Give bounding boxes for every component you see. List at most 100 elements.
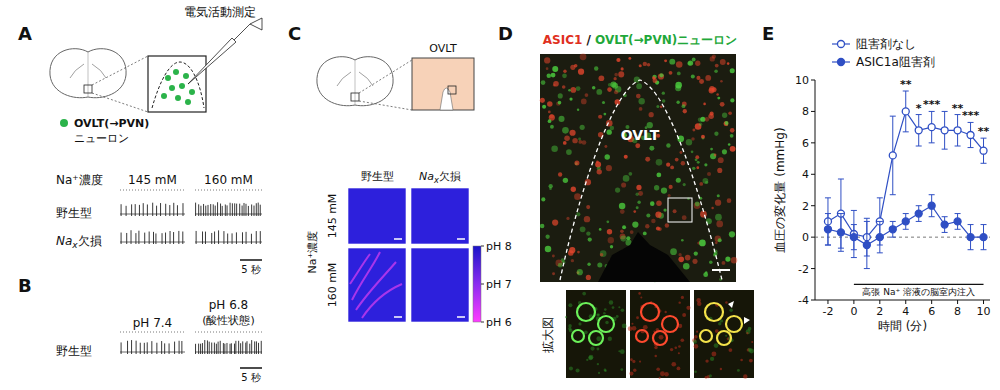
colorbar-tick: [481, 322, 484, 323]
x-tick: [905, 300, 906, 304]
cell-signal: [581, 99, 587, 105]
spike: [261, 341, 262, 354]
spike: [225, 204, 226, 216]
spike: [156, 343, 157, 354]
error-cap: [968, 249, 974, 250]
error-cap: [942, 149, 948, 150]
y-tick-label: -2: [798, 263, 809, 276]
point: [876, 234, 883, 241]
spike: [140, 343, 141, 354]
cell-signal: [696, 298, 700, 302]
error-cap: [942, 111, 948, 112]
spike: [173, 232, 174, 244]
cell-signal: [614, 73, 618, 77]
cell-signal: [710, 153, 716, 159]
cell-signal: [692, 259, 697, 264]
error-cap: [838, 179, 844, 180]
y-tick-label: -4: [798, 294, 809, 307]
error-cap: [903, 131, 909, 132]
period-line: [195, 332, 262, 333]
spike: [126, 233, 127, 244]
cell-signal: [730, 68, 735, 73]
cell-signal: [587, 263, 590, 266]
cell-signal: [590, 346, 594, 350]
label: 160 mM: [204, 173, 253, 187]
title-part: ASIC1: [543, 33, 583, 47]
spike: [182, 232, 183, 244]
point: [980, 234, 987, 241]
spike: [256, 203, 257, 216]
y-tick-label: 6: [802, 137, 809, 150]
significance: **: [900, 78, 912, 91]
spike: [254, 206, 255, 216]
cell-signal: [553, 81, 559, 87]
cell-signal: [683, 109, 687, 113]
cell-signal: [638, 191, 643, 196]
cell-signal: [697, 161, 700, 164]
cell-signal: [652, 76, 655, 79]
scale-bar: [712, 269, 730, 271]
period-line: [120, 332, 185, 333]
cell-signal: [558, 263, 563, 268]
label: 145 mM: [128, 173, 177, 187]
cell-signal: [686, 139, 692, 145]
error-cap: [890, 237, 896, 238]
cell-signal: [544, 57, 550, 63]
x-tick-label: 0: [850, 305, 857, 318]
colorbar: [473, 246, 481, 322]
cell-body: [700, 330, 712, 342]
cell-signal: [695, 61, 700, 66]
cell-signal: [707, 172, 711, 176]
error-bar: [916, 115, 922, 146]
cell-signal: [552, 219, 558, 225]
cell-signal: [681, 161, 686, 166]
cell-signal: [636, 94, 641, 99]
arrowhead: [728, 301, 734, 308]
cell-signal: [551, 145, 558, 152]
spike: [258, 203, 259, 216]
spike: [121, 204, 122, 216]
neuron-dot: [175, 95, 181, 101]
cell-signal: [710, 357, 714, 361]
x-tick-label: -2: [822, 305, 833, 318]
spike: [216, 344, 217, 354]
cell-signal: [552, 255, 555, 258]
error-cap: [825, 245, 831, 246]
label: 5 秒: [241, 264, 261, 275]
spike: [256, 341, 257, 354]
plot-area: [824, 91, 987, 284]
cell-signal: [597, 363, 599, 365]
cell-signal: [662, 99, 666, 103]
ph-image: [348, 188, 406, 244]
cell-signal: [678, 352, 680, 354]
cell-signal: [571, 259, 574, 262]
point: [902, 218, 909, 225]
spike: [205, 206, 206, 216]
y-tick: [811, 237, 815, 238]
spike: [251, 340, 252, 354]
error-bar: [981, 138, 987, 163]
spike: [144, 343, 145, 354]
x-tick: [983, 300, 984, 304]
cell-signal: [659, 377, 661, 379]
cell-signal: [563, 178, 568, 183]
cell-signal: [730, 128, 735, 133]
spike: [249, 344, 250, 354]
figure: A電気活動測定OVLT(→PVN)ニューロンNa⁺濃度145 mM160 mM野…: [0, 0, 1000, 390]
cell-signal: [749, 359, 753, 363]
point: [889, 152, 896, 159]
cell-body: [589, 331, 603, 345]
cell-signal: [691, 137, 695, 141]
spike: [214, 343, 215, 354]
error-cap: [825, 197, 831, 198]
cell-signal: [662, 91, 665, 94]
cell-signal: [636, 316, 639, 319]
error-bar: [864, 221, 870, 268]
panel-label: E: [762, 23, 774, 44]
brain-sketch: [317, 57, 393, 106]
cell-signal: [665, 311, 667, 313]
cell-signal: [562, 73, 567, 78]
cell-signal: [580, 226, 586, 232]
cell-signal: [660, 105, 663, 108]
cell-signal: [565, 316, 567, 318]
